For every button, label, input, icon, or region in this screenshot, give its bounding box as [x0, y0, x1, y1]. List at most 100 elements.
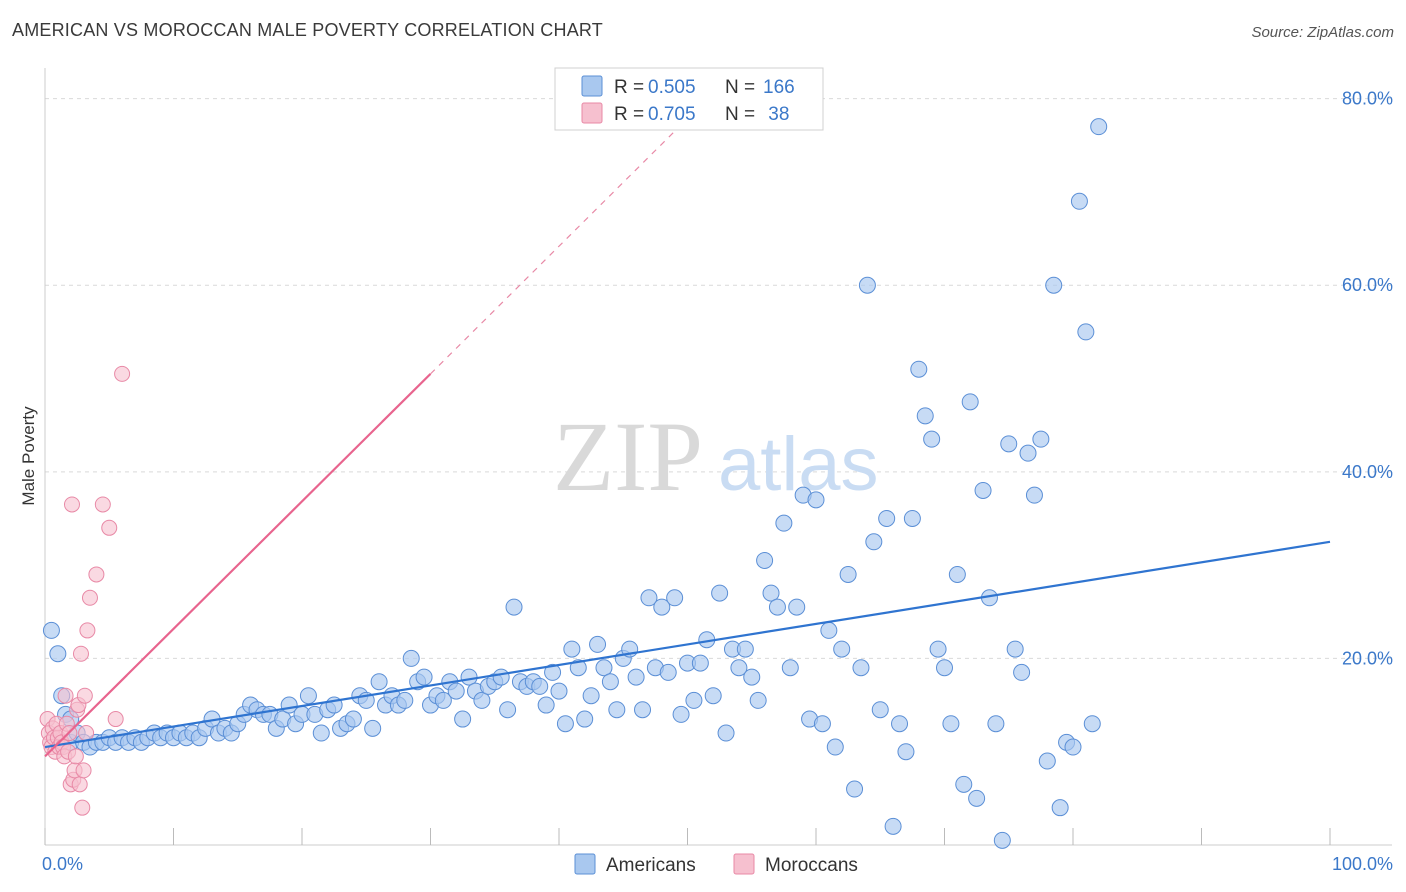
bottom-legend: Americans Moroccans — [574, 853, 858, 876]
americans-point — [1032, 430, 1050, 448]
moroccans-point — [67, 748, 84, 765]
americans-point — [640, 589, 658, 607]
americans-point — [704, 687, 722, 705]
americans-point — [897, 743, 915, 761]
americans-point — [788, 598, 806, 616]
americans-point — [936, 659, 953, 677]
bottom-legend-swatch-moroccans — [733, 853, 755, 875]
source-label: Source: ZipAtlas.com — [1251, 24, 1394, 41]
americans-point — [923, 430, 941, 448]
y-tick-label: 40.0% — [1342, 462, 1393, 482]
legend-n-value: 166 — [763, 77, 795, 98]
trend-lines — [44, 130, 1331, 758]
americans-point — [1038, 752, 1056, 770]
moroccans-point — [114, 365, 131, 382]
americans-point — [1083, 715, 1101, 733]
watermark: ZIP atlas — [553, 401, 879, 512]
moroccans-point — [94, 496, 111, 513]
americans-point — [929, 640, 947, 658]
americans-point — [653, 598, 671, 616]
americans-point — [711, 584, 729, 602]
americans-point — [749, 691, 767, 709]
americans-point — [1045, 276, 1063, 294]
americans-point — [878, 509, 896, 527]
americans-point — [531, 677, 549, 695]
americans-point — [717, 724, 735, 742]
americans-point — [499, 701, 517, 719]
y-axis-title: Male Poverty — [19, 406, 38, 506]
legend: R = 0.505 N = 166 R = 0.705 N = 38 — [554, 67, 824, 131]
grid-lines — [45, 98, 1392, 659]
americans-point — [1090, 118, 1108, 136]
moroccans-point — [76, 687, 93, 704]
americans-point — [968, 789, 986, 807]
americans-points — [42, 118, 1108, 849]
americans-point — [659, 663, 677, 681]
y-tick-label: 60.0% — [1342, 275, 1393, 295]
legend-n-label: N = — [725, 104, 755, 125]
americans-point — [370, 673, 388, 691]
americans-point — [299, 687, 317, 705]
legend-n-value: 38 — [763, 104, 789, 125]
y-tick-labels: 20.0% 40.0% 60.0% 80.0% — [1342, 89, 1393, 669]
americans-point — [434, 691, 452, 709]
americans-point — [1019, 444, 1037, 462]
legend-r-value: 0.505 — [648, 77, 696, 98]
x-tick-labels: 0.0% 100.0% — [42, 854, 1393, 874]
americans-point — [576, 710, 594, 728]
moroccans-point — [78, 725, 95, 742]
americans-point — [807, 491, 825, 509]
americans-point — [1013, 663, 1031, 681]
americans-point — [826, 738, 844, 756]
americans-point — [364, 719, 382, 737]
moroccans-point — [57, 687, 74, 704]
y-tick-label: 80.0% — [1342, 89, 1393, 109]
watermark-zip: ZIP — [553, 401, 703, 512]
americans-point — [781, 659, 799, 677]
americans-point — [987, 715, 1005, 733]
americans-point — [775, 514, 793, 532]
americans-point — [672, 705, 690, 723]
americans-point — [1070, 192, 1088, 210]
legend-n-label: N = — [725, 77, 755, 98]
americans-point — [627, 668, 645, 686]
americans-point — [589, 635, 607, 653]
moroccans-point — [101, 519, 118, 536]
americans-point — [1000, 435, 1018, 453]
x-tick-label: 0.0% — [42, 854, 83, 874]
americans-point — [601, 673, 619, 691]
legend-swatch-americans — [581, 75, 603, 97]
americans-point — [942, 715, 960, 733]
americans-point — [49, 645, 67, 663]
americans-point — [955, 775, 973, 793]
americans-point — [833, 640, 851, 658]
americans-point — [402, 649, 420, 667]
americans-point — [813, 715, 831, 733]
moroccans-point — [75, 762, 92, 779]
bottom-legend-swatch-americans — [574, 853, 596, 875]
moroccans-point — [71, 776, 88, 793]
americans-point — [736, 640, 754, 658]
americans-point — [891, 715, 909, 733]
moroccans-point — [74, 799, 91, 816]
americans-point — [447, 682, 465, 700]
americans-point — [473, 691, 491, 709]
americans-point — [608, 701, 626, 719]
americans-point — [839, 565, 857, 583]
americans-point — [634, 701, 652, 719]
americans-point — [595, 659, 613, 677]
moroccans-points — [39, 365, 131, 816]
legend-r-label: R = — [614, 77, 644, 98]
americans-point — [569, 659, 587, 677]
americans-point — [537, 696, 555, 714]
americans-point — [544, 663, 562, 681]
americans-point — [556, 715, 574, 733]
moroccans-point — [88, 566, 105, 583]
americans-trend-line — [44, 540, 1331, 749]
legend-swatch-moroccans — [581, 102, 603, 124]
americans-point — [344, 710, 362, 728]
americans-point — [884, 817, 902, 835]
americans-point — [865, 533, 883, 551]
americans-point — [415, 668, 433, 686]
